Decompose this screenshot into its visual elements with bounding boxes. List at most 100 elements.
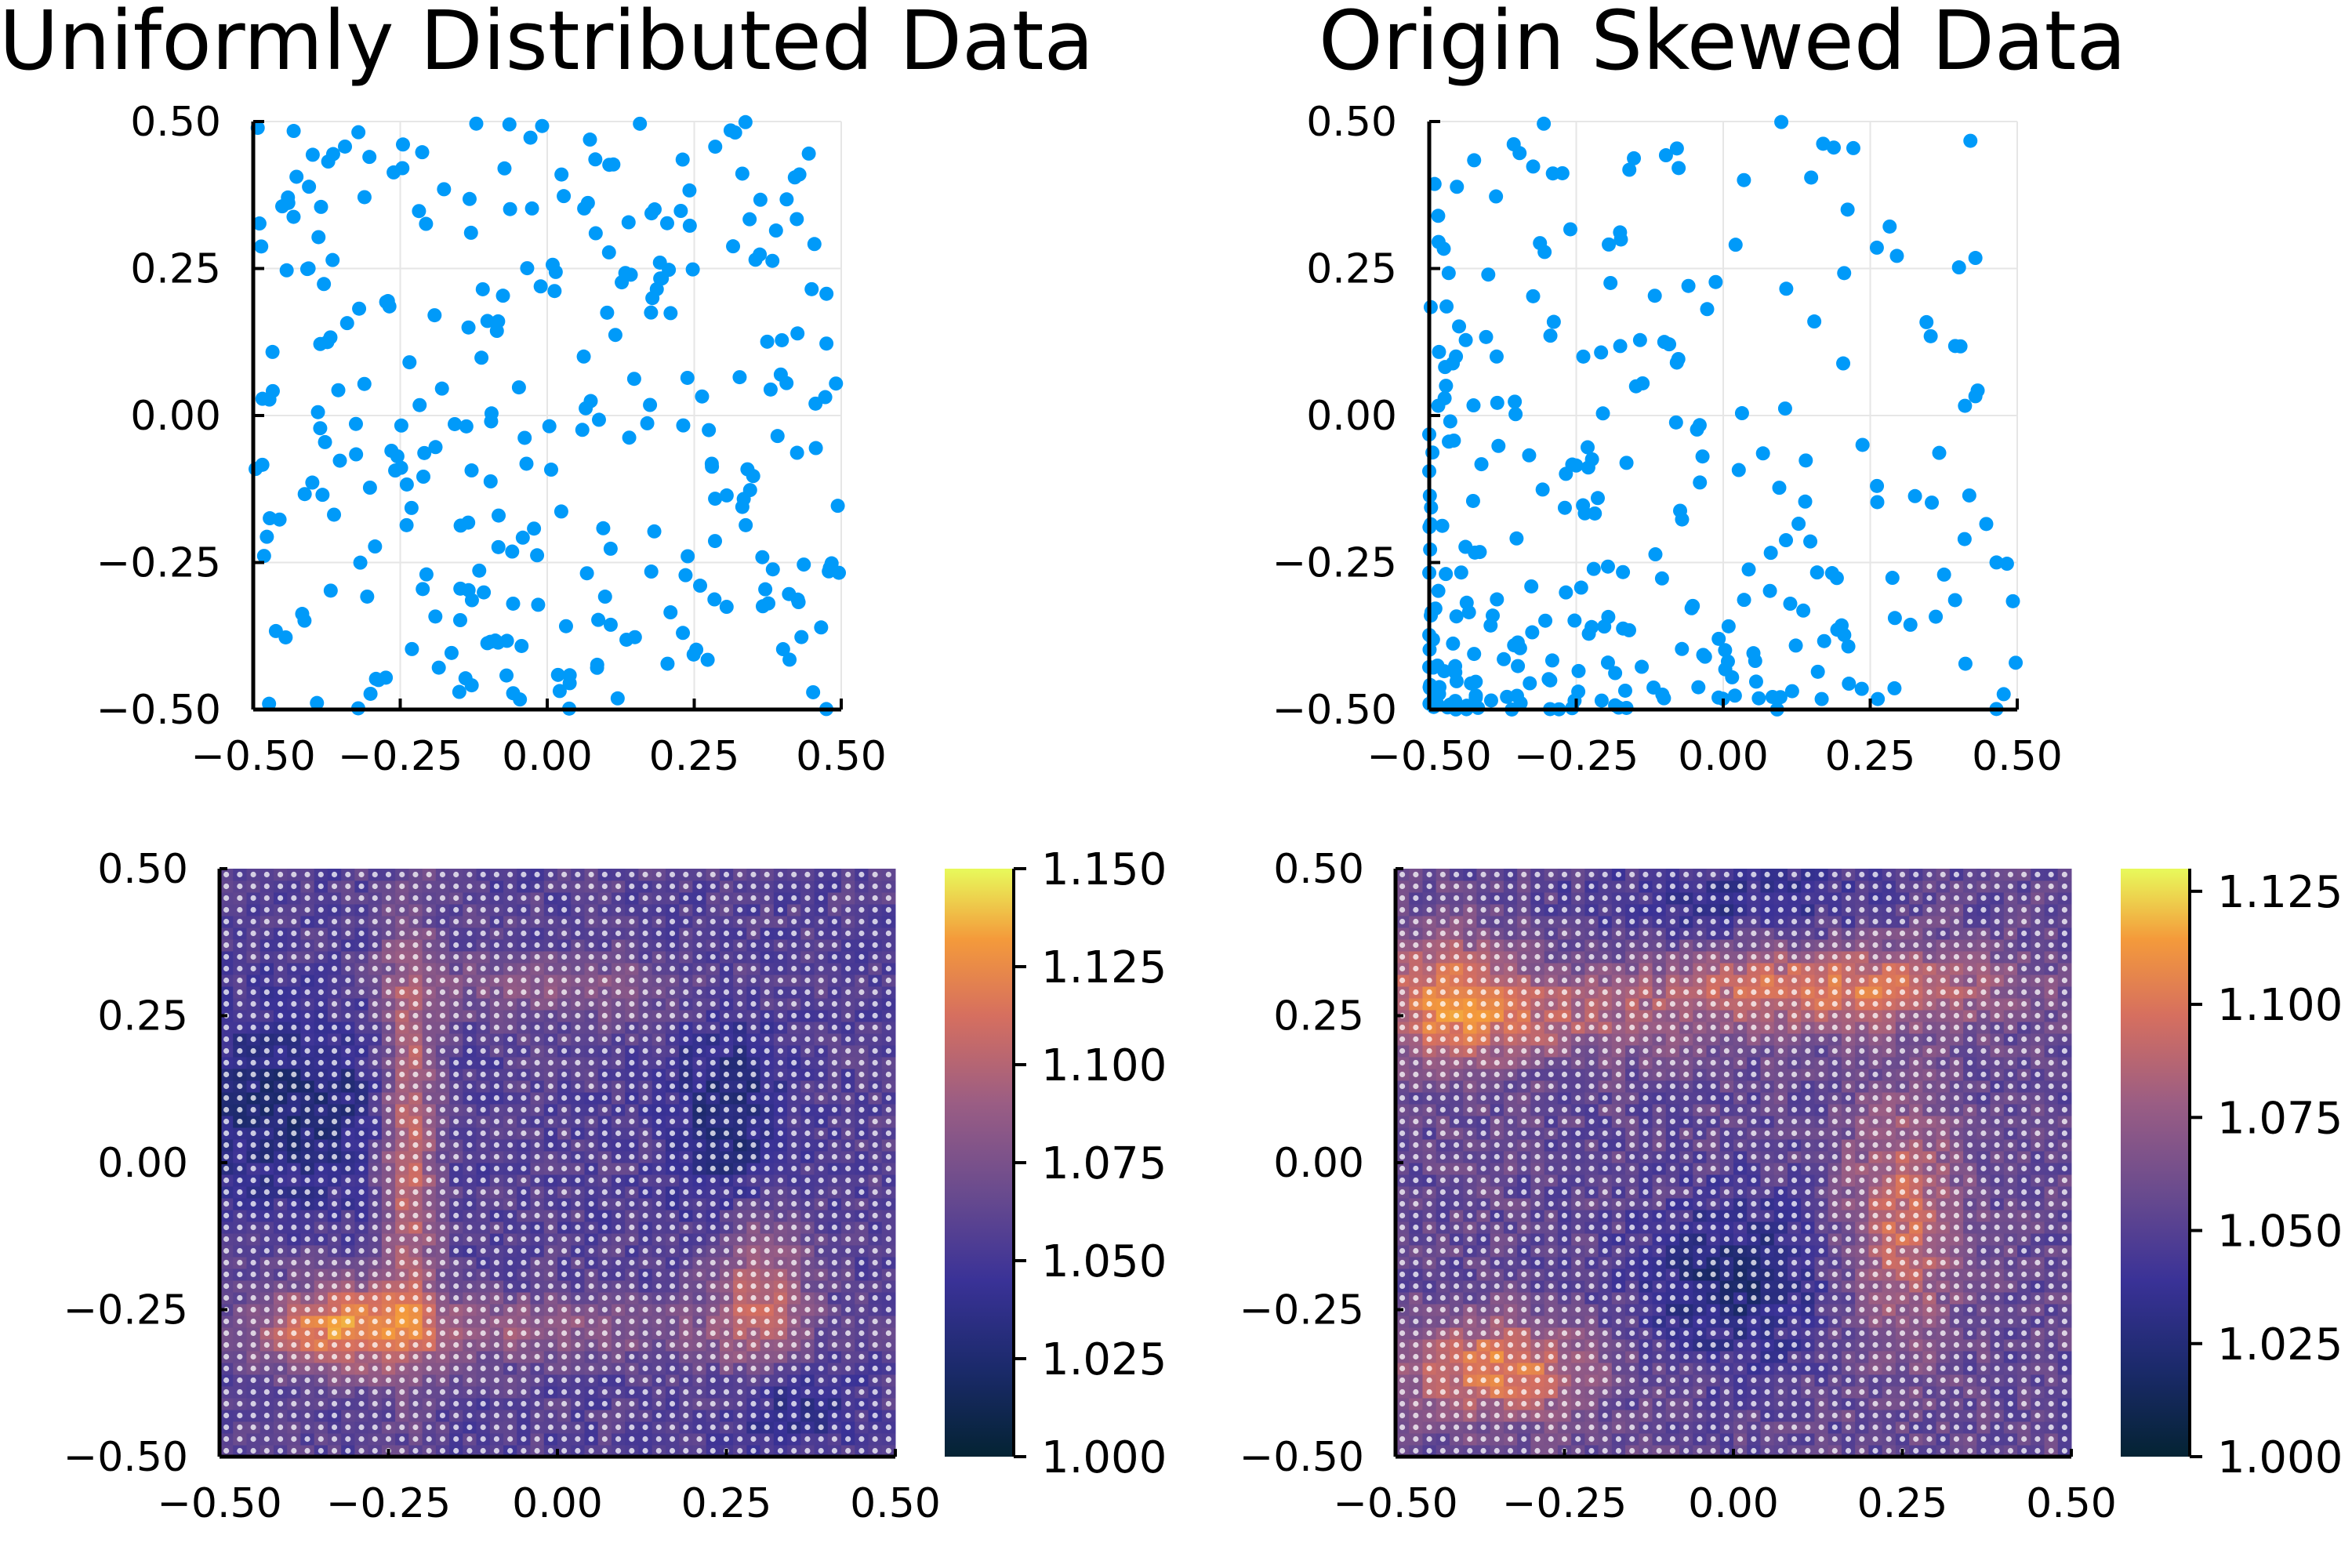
grid-sample-dot <box>561 989 568 996</box>
grid-sample-dot <box>263 906 270 913</box>
grid-sample-dot <box>263 1283 270 1290</box>
grid-sample-dot <box>710 1388 716 1396</box>
grid-sample-dot <box>575 1071 581 1078</box>
grid-sample-dot <box>345 1071 351 1078</box>
scatter-point <box>464 463 479 478</box>
grid-sample-dot <box>223 1259 230 1266</box>
grid-sample-dot <box>453 1142 459 1149</box>
grid-sample-dot <box>750 1271 757 1278</box>
grid-sample-dot <box>547 883 554 890</box>
grid-sample-dot <box>683 1224 689 1231</box>
grid-sample-dot <box>223 1036 230 1043</box>
grid-sample-dot <box>250 1083 256 1090</box>
grid-sample-dot <box>223 918 230 925</box>
grid-sample-dot <box>764 1224 770 1231</box>
grid-sample-dot <box>588 1236 594 1243</box>
grid-sample-dot <box>237 1224 243 1231</box>
grid-sample-dot <box>223 1341 230 1348</box>
scatter-point <box>318 434 332 449</box>
grid-sample-dot <box>223 930 230 937</box>
scatter-point <box>1588 506 1602 521</box>
grid-sample-dot <box>412 1036 419 1043</box>
grid-sample-dot <box>696 1106 702 1113</box>
scatter-point <box>601 245 616 260</box>
scatter-point <box>353 555 368 570</box>
grid-sample-dot <box>453 1189 459 1196</box>
scatter-point <box>644 564 659 579</box>
grid-sample-dot <box>412 1165 419 1172</box>
grid-sample-dot <box>547 1259 554 1266</box>
grid-sample-dot <box>710 918 716 925</box>
grid-sample-dot <box>629 1236 635 1243</box>
grid-sample-dot <box>737 1177 743 1184</box>
grid-sample-dot <box>655 1412 662 1419</box>
scatter-point <box>693 579 708 593</box>
grid-sample-dot <box>777 1177 784 1184</box>
grid-sample-dot <box>615 918 622 925</box>
grid-sample-dot <box>655 1000 662 1007</box>
grid-sample-dot <box>493 883 500 890</box>
grid-sample-dot <box>331 930 338 937</box>
grid-sample-dot <box>710 1283 716 1290</box>
grid-sample-dot <box>466 1106 473 1113</box>
grid-sample-dot <box>439 1083 446 1090</box>
grid-sample-dot <box>277 1341 284 1348</box>
grid-sample-dot <box>304 977 310 984</box>
grid-sample-dot <box>399 1436 405 1443</box>
grid-sample-dot <box>804 1424 811 1431</box>
scatter-point <box>415 145 430 160</box>
grid-sample-dot <box>561 1377 568 1384</box>
scatter-point <box>797 557 811 572</box>
grid-sample-dot <box>777 1142 784 1149</box>
grid-sample-dot <box>521 942 527 949</box>
grid-sample-dot <box>331 1247 338 1254</box>
grid-sample-dot <box>521 883 527 890</box>
grid-sample-dot <box>358 1294 365 1301</box>
grid-sample-dot <box>223 1189 230 1196</box>
grid-sample-dot <box>412 1224 419 1231</box>
grid-sample-dot <box>331 989 338 996</box>
grid-sample-dot <box>493 930 500 937</box>
grid-sample-dot <box>588 918 594 925</box>
scatter-point <box>262 696 277 711</box>
grid-sample-dot <box>601 1153 608 1160</box>
grid-sample-dot <box>250 1106 256 1113</box>
scatter-point <box>789 445 804 460</box>
scatter-point <box>763 382 778 397</box>
grid-sample-dot <box>439 1365 446 1372</box>
grid-sample-dot <box>723 1236 730 1243</box>
grid-sample-dot <box>764 1047 770 1054</box>
grid-sample-dot <box>669 930 676 937</box>
grid-sample-dot <box>453 1259 459 1266</box>
grid-sample-dot <box>426 1306 432 1313</box>
grid-sample-dot <box>629 942 635 949</box>
grid-sample-dot <box>250 1236 256 1243</box>
grid-sample-dot <box>412 895 419 902</box>
grid-sample-dot <box>263 1353 270 1360</box>
grid-sample-dot <box>588 1353 594 1360</box>
grid-sample-dot <box>764 1024 770 1031</box>
grid-sample-dot <box>426 989 432 996</box>
grid-sample-dot <box>561 1189 568 1196</box>
grid-sample-dot <box>439 1236 446 1243</box>
grid-sample-dot <box>304 1071 310 1078</box>
grid-sample-dot <box>237 1000 243 1007</box>
grid-sample-dot <box>629 1224 635 1231</box>
grid-sample-dot <box>737 1224 743 1231</box>
grid-sample-dot <box>737 1118 743 1125</box>
grid-sample-dot <box>615 1330 622 1337</box>
grid-sample-dot <box>304 1000 310 1007</box>
grid-sample-dot <box>358 1036 365 1043</box>
grid-sample-dot <box>507 953 514 960</box>
grid-sample-dot <box>534 1271 540 1278</box>
grid-sample-dot <box>683 906 689 913</box>
grid-sample-dot <box>791 1118 797 1125</box>
grid-sample-dot <box>629 1412 635 1419</box>
grid-sample-dot <box>588 1118 594 1125</box>
grid-sample-dot <box>318 1153 324 1160</box>
grid-sample-dot <box>237 977 243 984</box>
scatter-point <box>708 492 723 506</box>
grid-sample-dot <box>318 1306 324 1313</box>
grid-sample-dot <box>250 1294 256 1301</box>
grid-sample-dot <box>345 1259 351 1266</box>
